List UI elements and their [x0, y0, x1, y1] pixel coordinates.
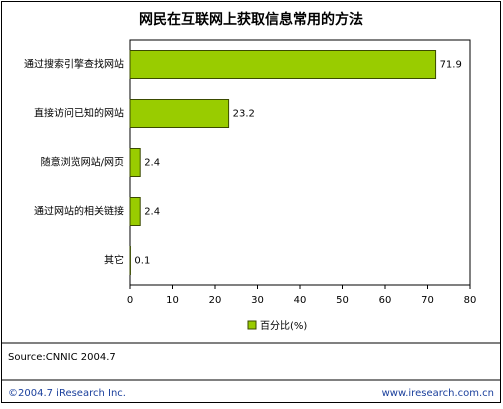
bar	[130, 149, 140, 177]
bar	[130, 198, 140, 226]
x-tick-label: 60	[379, 295, 392, 306]
x-tick-label: 40	[294, 295, 307, 306]
value-label: 23.2	[233, 109, 255, 120]
footer-right: www.iresearch.com.cn	[382, 388, 494, 399]
bar	[130, 100, 229, 128]
legend-label: 百分比(%)	[260, 320, 307, 332]
y-tick-label: 通过网站的相关链接	[34, 205, 124, 218]
x-tick-label: 10	[166, 295, 179, 306]
value-label: 2.4	[144, 207, 160, 218]
y-tick-label: 随意浏览网站/网页	[41, 156, 124, 169]
x-tick-label: 70	[421, 295, 434, 306]
value-label: 71.9	[440, 60, 462, 71]
value-label: 2.4	[144, 158, 160, 169]
source: Source:CNNIC 2004.7	[8, 352, 116, 363]
bar	[130, 51, 436, 79]
y-tick-label: 通过搜索引擎查找网站	[24, 58, 124, 71]
footer-left: ©2004.7 iResearch Inc.	[8, 388, 126, 399]
y-tick-label: 其它	[104, 254, 124, 267]
x-tick-label: 30	[251, 295, 264, 306]
y-tick-label: 直接访问已知的网站	[34, 107, 124, 120]
legend-swatch	[248, 321, 256, 329]
x-tick-label: 20	[209, 295, 222, 306]
x-tick-label: 50	[336, 295, 349, 306]
x-tick-label: 0	[127, 295, 133, 306]
value-label: 0.1	[134, 256, 150, 267]
chart-title: 网民在互联网上获取信息常用的方法	[139, 11, 363, 28]
x-tick-label: 80	[464, 295, 477, 306]
